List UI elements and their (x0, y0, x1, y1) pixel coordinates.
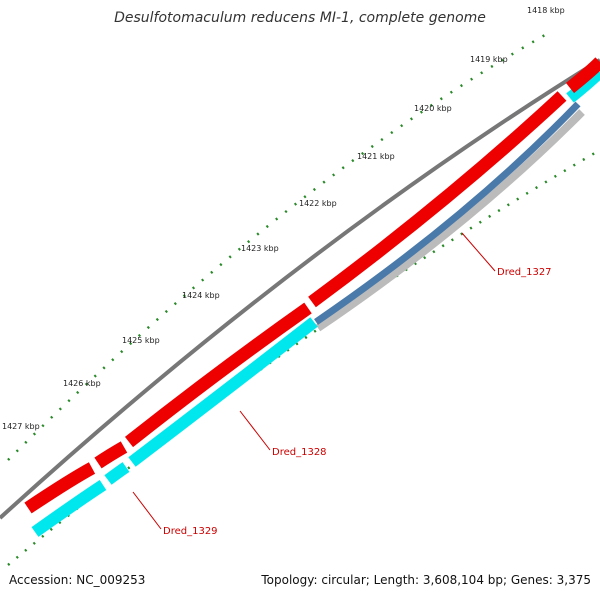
map-title: Desulfotomaculum reducens MI-1, complete… (114, 10, 486, 26)
cyan-gene-1328 (128, 317, 318, 467)
kbp-label: 1418 kbp (527, 6, 565, 15)
kbp-label: 1424 kbp (182, 291, 220, 300)
leader-line-1329 (132, 491, 162, 530)
cds-gene-c (124, 302, 312, 448)
genome-summary-text: Topology: circular; Length: 3,608,104 bp… (261, 573, 591, 587)
steelblue-band (314, 101, 581, 325)
cyan-gene-small (104, 462, 130, 485)
gene-label: Dred_1327 (497, 267, 552, 278)
kbp-label: 1427 kbp (2, 422, 40, 431)
cds-gene-e (565, 57, 600, 94)
cyan-gene-edge (566, 67, 600, 103)
kbp-label: 1426 kbp (63, 379, 101, 388)
kbp-label: 1422 kbp (299, 199, 337, 208)
gc-band (315, 109, 585, 332)
cds-gene-a (24, 462, 96, 514)
gene-label: Dred_1329 (163, 526, 218, 537)
kbp-label: 1423 kbp (241, 244, 279, 253)
inner-tick-track (7, 148, 600, 566)
cds-gene-b (94, 441, 128, 469)
cyan-gene-1329 (31, 479, 107, 537)
kbp-label: 1425 kbp (122, 336, 160, 345)
kbp-label: 1421 kbp (357, 152, 395, 161)
accession-text: Accession: NC_009253 (9, 573, 146, 587)
kbp-label: 1420 kbp (414, 104, 452, 113)
leader-line-1327 (461, 232, 496, 272)
outer-tick-track (7, 33, 546, 461)
genome-backbone (0, 58, 600, 520)
cds-gene-d (308, 91, 567, 308)
kbp-label: 1419 kbp (470, 55, 508, 64)
gene-label: Dred_1328 (272, 447, 327, 458)
leader-line-1328 (239, 410, 271, 451)
